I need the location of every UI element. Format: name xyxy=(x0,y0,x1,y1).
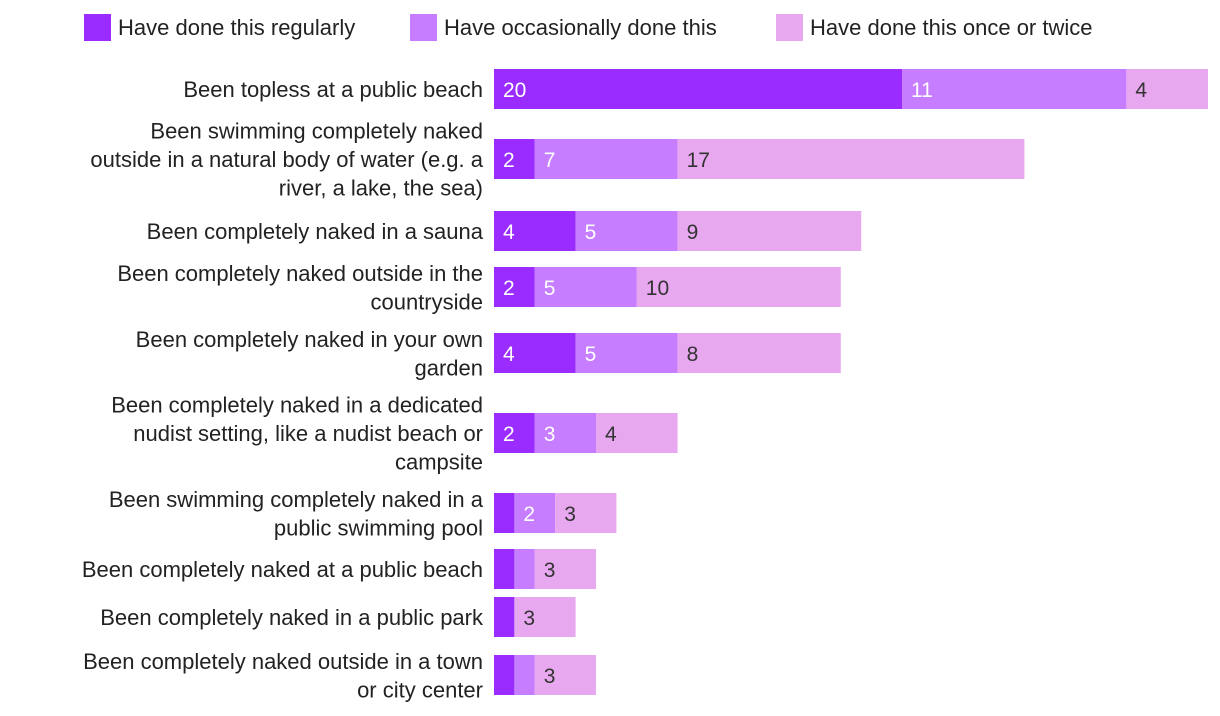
category-label-line: Been completely naked in a sauna xyxy=(147,219,484,244)
category-label-9: Been completely naked in a public park xyxy=(100,605,484,630)
bar-row7-series1 xyxy=(494,493,515,533)
data-label-row1-series1: 20 xyxy=(503,79,526,102)
data-label-row10-series3: 3 xyxy=(544,665,556,688)
data-label-row5-series1: 4 xyxy=(503,343,515,366)
data-label-row1-series2: 11 xyxy=(911,79,933,102)
bar-row10-series2 xyxy=(514,655,535,695)
bar-row2-series1 xyxy=(494,139,535,179)
bar-row6-series3 xyxy=(596,413,678,453)
bar-row7-series3 xyxy=(555,493,617,533)
category-label-10: Been completely naked outside in a town o… xyxy=(83,649,483,703)
data-label-row6-series1: 2 xyxy=(503,423,515,446)
bar-row2-series2 xyxy=(534,139,678,179)
bar-row1-series2 xyxy=(902,69,1127,109)
category-label-8: Been completely naked at a public beach xyxy=(82,557,483,582)
data-label-row4-series3: 10 xyxy=(646,277,669,300)
category-label-1: Been topless at a public beach xyxy=(183,77,483,102)
bar-row1-series1 xyxy=(494,69,902,109)
category-label-line: campsite xyxy=(395,450,483,475)
bar-row8-series1 xyxy=(494,549,515,589)
legend-label-3: Have done this once or twice xyxy=(810,15,1093,40)
bar-row10-series3 xyxy=(534,655,596,695)
legend-swatch-3 xyxy=(776,14,803,41)
bar-row8-series3 xyxy=(534,549,596,589)
bar-row9-series1 xyxy=(494,597,515,637)
data-label-row1-series3: 4 xyxy=(1135,79,1147,102)
category-label-line: Been swimming completely naked xyxy=(150,119,483,144)
category-label-line: river, a lake, the sea) xyxy=(279,176,483,201)
category-label-line: Been completely naked at a public beach xyxy=(82,557,483,582)
bar-row7-series2 xyxy=(514,493,556,533)
category-label-line: public swimming pool xyxy=(274,515,483,540)
data-label-row3-series1: 4 xyxy=(503,221,515,244)
data-label-row8-series3: 3 xyxy=(544,559,556,582)
legend-label-1: Have done this regularly xyxy=(118,15,355,40)
category-labels: Been topless at a public beach Been swimm… xyxy=(82,77,484,702)
data-label-row3-series2: 5 xyxy=(585,221,597,244)
data-label-row7-series2: 2 xyxy=(523,503,535,526)
category-label-line: Been completely naked outside in a town xyxy=(83,649,483,674)
category-label-line: or city center xyxy=(357,677,483,702)
category-label-line: Been completely naked in your own xyxy=(136,327,483,352)
data-label-row4-series1: 2 xyxy=(503,277,515,300)
bar-row1-series3 xyxy=(1126,69,1208,109)
bar-row3-series2 xyxy=(575,211,678,251)
bars-group: 20 11 4 2 7 17 4 5 9 2 5 10 4 5 8 2 3 4 2 3 3 3 3 xyxy=(494,69,1208,695)
category-label-6: Been completely naked in a dedicated nudi… xyxy=(111,393,483,475)
category-label-line: nudist setting, like a nudist beach or xyxy=(133,421,483,446)
data-label-row6-series3: 4 xyxy=(605,423,617,446)
legend-swatch-1 xyxy=(84,14,111,41)
legend-swatch-2 xyxy=(410,14,437,41)
legend-label-2: Have occasionally done this xyxy=(444,15,717,40)
category-label-line: garden xyxy=(414,355,483,380)
category-label-5: Been completely naked in your own garden xyxy=(136,327,483,381)
bar-row3-series1 xyxy=(494,211,576,251)
bar-row8-series2 xyxy=(514,549,535,589)
legend: Have done this regularly Have occasionall… xyxy=(84,14,1093,41)
bar-row4-series1 xyxy=(494,267,535,307)
data-label-row2-series2: 7 xyxy=(544,149,556,172)
bar-row4-series2 xyxy=(534,267,637,307)
bar-row4-series3 xyxy=(636,267,841,307)
category-label-line: Been completely naked in a dedicated xyxy=(111,393,483,418)
bar-row10-series1 xyxy=(494,655,515,695)
data-label-row2-series1: 2 xyxy=(503,149,515,172)
category-label-line: Been topless at a public beach xyxy=(183,77,483,102)
bar-row3-series3 xyxy=(677,211,862,251)
category-label-line: Been completely naked in a public park xyxy=(100,605,484,630)
category-label-line: Been swimming completely naked in a xyxy=(109,487,484,512)
bar-row6-series1 xyxy=(494,413,535,453)
data-label-row2-series3: 17 xyxy=(687,149,710,172)
bar-row6-series2 xyxy=(534,413,596,453)
category-label-line: Been completely naked outside in the xyxy=(117,261,483,286)
category-label-3: Been completely naked in a sauna xyxy=(147,219,484,244)
data-label-row9-series3: 3 xyxy=(523,607,535,630)
bar-row5-series1 xyxy=(494,333,576,373)
category-label-line: outside in a natural body of water (e.g.… xyxy=(90,147,483,172)
data-label-row5-series3: 8 xyxy=(687,343,699,366)
data-label-row7-series3: 3 xyxy=(564,503,576,526)
category-label-line: countryside xyxy=(370,289,483,314)
category-label-7: Been swimming completely naked in a publi… xyxy=(109,487,484,541)
bar-row9-series3 xyxy=(514,597,576,637)
data-label-row3-series3: 9 xyxy=(687,221,699,244)
category-label-4: Been completely naked outside in the coun… xyxy=(117,261,483,315)
bar-row5-series3 xyxy=(677,333,841,373)
data-label-row4-series2: 5 xyxy=(544,277,556,300)
bar-row2-series3 xyxy=(677,139,1025,179)
category-label-2: Been swimming completely naked outside in… xyxy=(90,119,483,201)
data-label-row5-series2: 5 xyxy=(585,343,597,366)
data-label-row6-series2: 3 xyxy=(544,423,556,446)
bar-row5-series2 xyxy=(575,333,678,373)
